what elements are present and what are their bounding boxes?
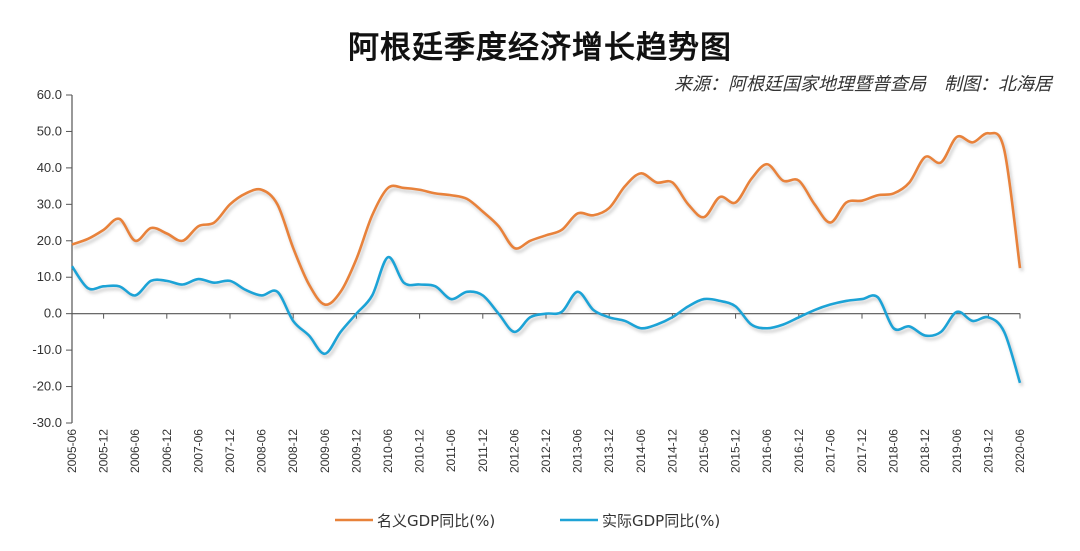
x-tick-label: 2011-06 [444, 429, 458, 472]
y-tick-label: -10.0 [32, 342, 62, 357]
y-tick-label: 40.0 [37, 160, 62, 175]
chart-title: 阿根廷季度经济增长趋势图 [348, 30, 732, 66]
x-tick-label: 2014-12 [665, 429, 679, 473]
y-tick-label: 20.0 [37, 233, 62, 248]
y-tick-label: 50.0 [37, 123, 62, 138]
x-tick-label: 2020-06 [1013, 429, 1027, 473]
x-tick-label: 2008-12 [286, 429, 300, 473]
x-tick-label: 2015-12 [729, 429, 743, 473]
x-tick-label: 2012-06 [507, 429, 521, 473]
x-tick-label: 2009-06 [318, 429, 332, 473]
y-tick-label: -30.0 [32, 415, 62, 430]
chart-source: 来源：阿根廷国家地理暨普查局 制图：北海居 [674, 74, 1052, 95]
x-tick-label: 2018-12 [918, 429, 932, 473]
x-tick-label: 2007-12 [223, 429, 237, 473]
series-line-real-gdp [70, 255, 1022, 384]
x-tick-label: 2008-06 [255, 429, 269, 473]
x-tick-label: 2016-06 [760, 429, 774, 473]
y-tick-label: 0.0 [44, 306, 62, 321]
x-tick-label: 2005-12 [97, 429, 111, 473]
x-tick-label: 2017-06 [823, 429, 837, 473]
x-tick-label: 2019-12 [981, 429, 995, 473]
x-tick-label: 2015-06 [697, 429, 711, 473]
x-tick-label: 2006-06 [128, 429, 142, 473]
x-tick-label: 2014-06 [634, 429, 648, 473]
y-tick-label: -20.0 [32, 379, 62, 394]
x-tick-label: 2012-12 [539, 429, 553, 473]
x-tick-label: 2010-06 [381, 429, 395, 473]
x-tick-label: 2019-06 [950, 429, 964, 473]
x-tick-label: 2009-12 [349, 429, 363, 473]
y-tick-label: 30.0 [37, 196, 62, 211]
x-tick-label: 2011-12 [476, 429, 490, 472]
x-tick-label: 2013-12 [602, 429, 616, 473]
x-tick-label: 2007-06 [191, 429, 205, 473]
x-tick-label: 2016-12 [792, 429, 806, 473]
legend-label: 实际GDP同比(%) [602, 512, 720, 530]
x-tick-label: 2005-06 [65, 429, 79, 473]
y-tick-label: 60.0 [37, 87, 62, 102]
x-tick-label: 2017-12 [855, 429, 869, 473]
x-tick-label: 2013-06 [571, 429, 585, 473]
y-tick-label: 10.0 [37, 269, 62, 284]
x-tick-label: 2006-12 [160, 429, 174, 473]
x-tick-label: 2018-06 [887, 429, 901, 473]
series-line-nominal-gdp [71, 131, 1022, 306]
legend-label: 名义GDP同比(%) [377, 512, 495, 530]
x-tick-label: 2010-12 [413, 429, 427, 473]
